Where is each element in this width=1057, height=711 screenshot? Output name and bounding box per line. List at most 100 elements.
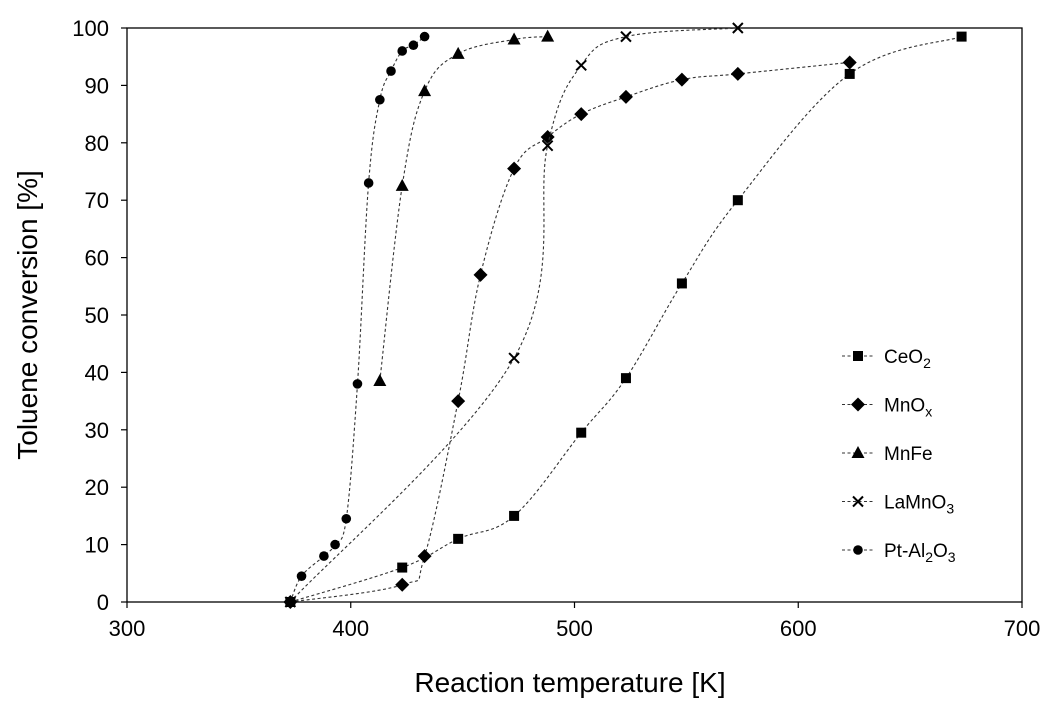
data-point-lamno3 — [732, 22, 744, 34]
data-point-mnox — [574, 107, 589, 122]
data-point-mnox — [417, 549, 432, 564]
legend-subscript: x — [925, 404, 932, 420]
series-line-ceo2 — [290, 36, 962, 603]
legend-text-part: MnFe — [884, 444, 933, 465]
legend-marker-lamno3 — [852, 495, 864, 508]
legend-text-part: CeO — [884, 347, 923, 368]
x-tick-label: 500 — [556, 616, 593, 641]
series-pt-al2o3 — [285, 31, 430, 607]
series-line-pt-al2o3 — [289, 36, 425, 603]
data-point-pt-al2o3 — [363, 178, 374, 188]
data-point-lamno3 — [620, 30, 632, 43]
y-tick-label: 80 — [85, 131, 109, 156]
legend-item-lamno3: LaMnO3 — [842, 493, 954, 517]
data-point-mnox — [473, 267, 488, 282]
legend-item-pt-al2o3: Pt-Al2O3 — [842, 541, 956, 565]
y-tick-label: 10 — [85, 533, 109, 558]
legend-subscript: 3 — [948, 549, 956, 565]
legend-marker-mnfe — [851, 446, 865, 458]
data-point-mnfe — [418, 84, 432, 97]
data-point-mnfe — [373, 374, 387, 387]
data-point-pt-al2o3 — [419, 31, 430, 42]
legend-label: Pt-Al2O3 — [884, 541, 956, 565]
series-layer — [283, 22, 967, 609]
legend-item-mnox: MnOx — [842, 396, 932, 420]
data-point-mnox — [674, 72, 689, 87]
legend-subscript: 3 — [946, 501, 954, 517]
series-line-mnfe — [379, 36, 548, 382]
legend-label: CeO2 — [884, 347, 931, 371]
legend-marker-mnox — [851, 397, 865, 412]
y-tick-label: 50 — [85, 303, 109, 328]
y-tick-label: 40 — [85, 360, 109, 385]
legend-marker-pt-al2o3 — [853, 545, 863, 555]
y-tick-label: 100 — [72, 16, 109, 41]
legend-subscript: 2 — [925, 549, 933, 565]
data-point-mnfe — [451, 46, 465, 59]
y-tick-label: 60 — [85, 246, 109, 271]
data-point-ceo2 — [620, 373, 631, 384]
data-point-pt-al2o3 — [296, 571, 307, 581]
data-point-ceo2 — [453, 533, 464, 544]
series-line-mnox — [290, 61, 850, 603]
data-point-lamno3 — [508, 352, 520, 364]
data-point-ceo2 — [956, 31, 967, 42]
x-tick-label: 600 — [780, 616, 817, 641]
data-point-mnox — [507, 161, 522, 176]
series-mnox — [283, 55, 857, 609]
legend-text-part: O — [933, 541, 948, 562]
y-tick-label: 70 — [85, 188, 109, 213]
legend-text-part: Pt-Al — [884, 541, 925, 562]
legend-subscript: 2 — [923, 355, 931, 371]
data-point-pt-al2o3 — [285, 597, 296, 607]
x-tick-label: 300 — [109, 616, 146, 641]
data-point-pt-al2o3 — [408, 40, 419, 51]
y-axis-title: Toluene conversion [%] — [12, 170, 43, 460]
data-point-mnox — [451, 394, 466, 409]
data-point-mnfe — [507, 32, 521, 45]
data-point-ceo2 — [732, 195, 743, 206]
series-line-lamno3 — [289, 27, 738, 603]
data-point-ceo2 — [397, 562, 408, 573]
data-point-pt-al2o3 — [330, 539, 340, 550]
y-tick-label: 90 — [85, 73, 109, 98]
ticks-layer: 300 400 500 600 700 0 10 20 30 40 50 60 70 80 90 100 — [72, 16, 1040, 641]
data-point-ceo2 — [509, 510, 520, 521]
y-tick-label: 0 — [97, 590, 109, 615]
data-point-mnox — [842, 55, 857, 70]
data-point-pt-al2o3 — [386, 66, 396, 76]
data-point-lamno3 — [541, 139, 554, 152]
data-point-ceo2 — [676, 278, 687, 289]
data-point-mnox — [395, 577, 410, 592]
data-point-pt-al2o3 — [375, 94, 385, 105]
y-tick-label: 30 — [85, 418, 109, 443]
legend-label: MnOx — [884, 396, 932, 420]
series-lamno3 — [284, 22, 744, 608]
data-point-mnox — [730, 66, 745, 81]
legend-marker-ceo2 — [853, 351, 863, 361]
data-point-ceo2 — [576, 427, 587, 438]
series-mnfe — [373, 29, 555, 387]
data-point-ceo2 — [844, 68, 855, 79]
legend-item-ceo2: CeO2 — [842, 347, 931, 371]
data-point-pt-al2o3 — [352, 379, 363, 389]
data-point-pt-al2o3 — [397, 46, 408, 56]
data-point-lamno3 — [575, 59, 587, 72]
legend-item-mnfe: MnFe — [842, 444, 933, 465]
legend-text-part: LaMnO — [884, 493, 946, 514]
y-tick-label: 20 — [85, 475, 109, 500]
x-tick-label: 700 — [1004, 616, 1041, 641]
data-point-pt-al2o3 — [341, 513, 352, 524]
data-point-mnfe — [541, 29, 555, 42]
data-point-mnfe — [395, 178, 409, 191]
legend-label: MnFe — [884, 444, 933, 465]
legend-label: LaMnO3 — [884, 493, 954, 517]
legend-text-part: MnO — [884, 396, 925, 417]
series-ceo2 — [285, 31, 967, 607]
x-axis-title: Reaction temperature [K] — [414, 667, 725, 698]
x-tick-label: 400 — [332, 616, 369, 641]
data-point-pt-al2o3 — [319, 551, 329, 561]
data-point-mnox — [540, 130, 555, 145]
